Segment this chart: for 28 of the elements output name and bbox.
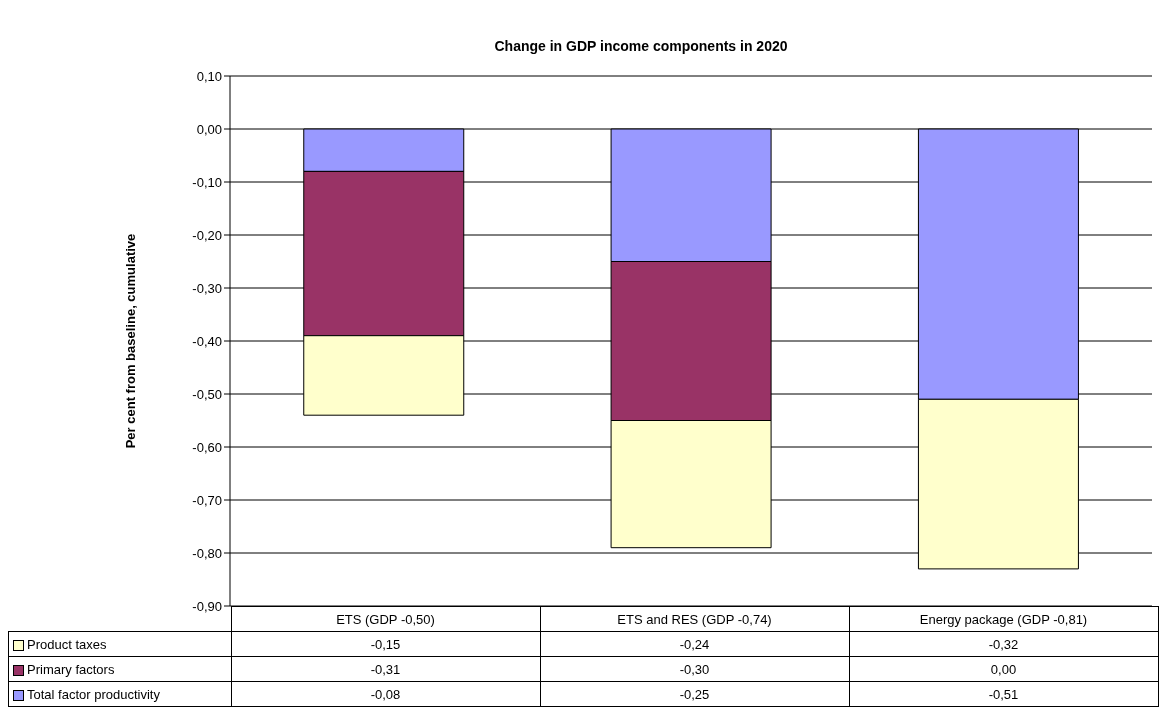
y-tick-label: -0,70 xyxy=(192,492,222,508)
chart-title: Change in GDP income components in 2020 xyxy=(493,37,789,56)
legend-label: Product taxes xyxy=(8,631,231,657)
y-tick-label: 0,10 xyxy=(196,68,222,84)
data-label: -0,15 xyxy=(231,631,540,657)
data-label: -0,31 xyxy=(231,656,540,682)
x-tick-label: ETS (GDP -0,50) xyxy=(231,606,540,632)
y-tick-label: -0,30 xyxy=(192,280,222,296)
x-tick-label: ETS and RES (GDP -0,74) xyxy=(540,606,849,632)
data-label: -0,08 xyxy=(231,681,540,707)
data-label: -0,25 xyxy=(540,681,849,707)
y-tick-label: -0,60 xyxy=(192,439,222,455)
x-tick-label: Energy package (GDP -0,81) xyxy=(849,606,1158,632)
data-label: -0,30 xyxy=(540,656,849,682)
y-tick-label: -0,50 xyxy=(192,386,222,402)
y-tick-label: 0,00 xyxy=(196,121,222,137)
y-tick-label: -0,20 xyxy=(192,227,222,243)
y-tick-label: -0,10 xyxy=(192,174,222,190)
y-tick-label: -0,40 xyxy=(192,333,222,349)
data-label: -0,51 xyxy=(849,681,1158,707)
y-tick-label: -0,90 xyxy=(192,598,222,614)
y-axis-title: Per cent from baseline, cumulative xyxy=(122,233,138,449)
legend-label: Total factor productivity xyxy=(8,681,231,707)
y-tick-label: -0,80 xyxy=(192,545,222,561)
data-label: -0,24 xyxy=(540,631,849,657)
legend-label: Primary factors xyxy=(8,656,231,682)
data-label: -0,32 xyxy=(849,631,1158,657)
data-label: 0,00 xyxy=(849,656,1158,682)
